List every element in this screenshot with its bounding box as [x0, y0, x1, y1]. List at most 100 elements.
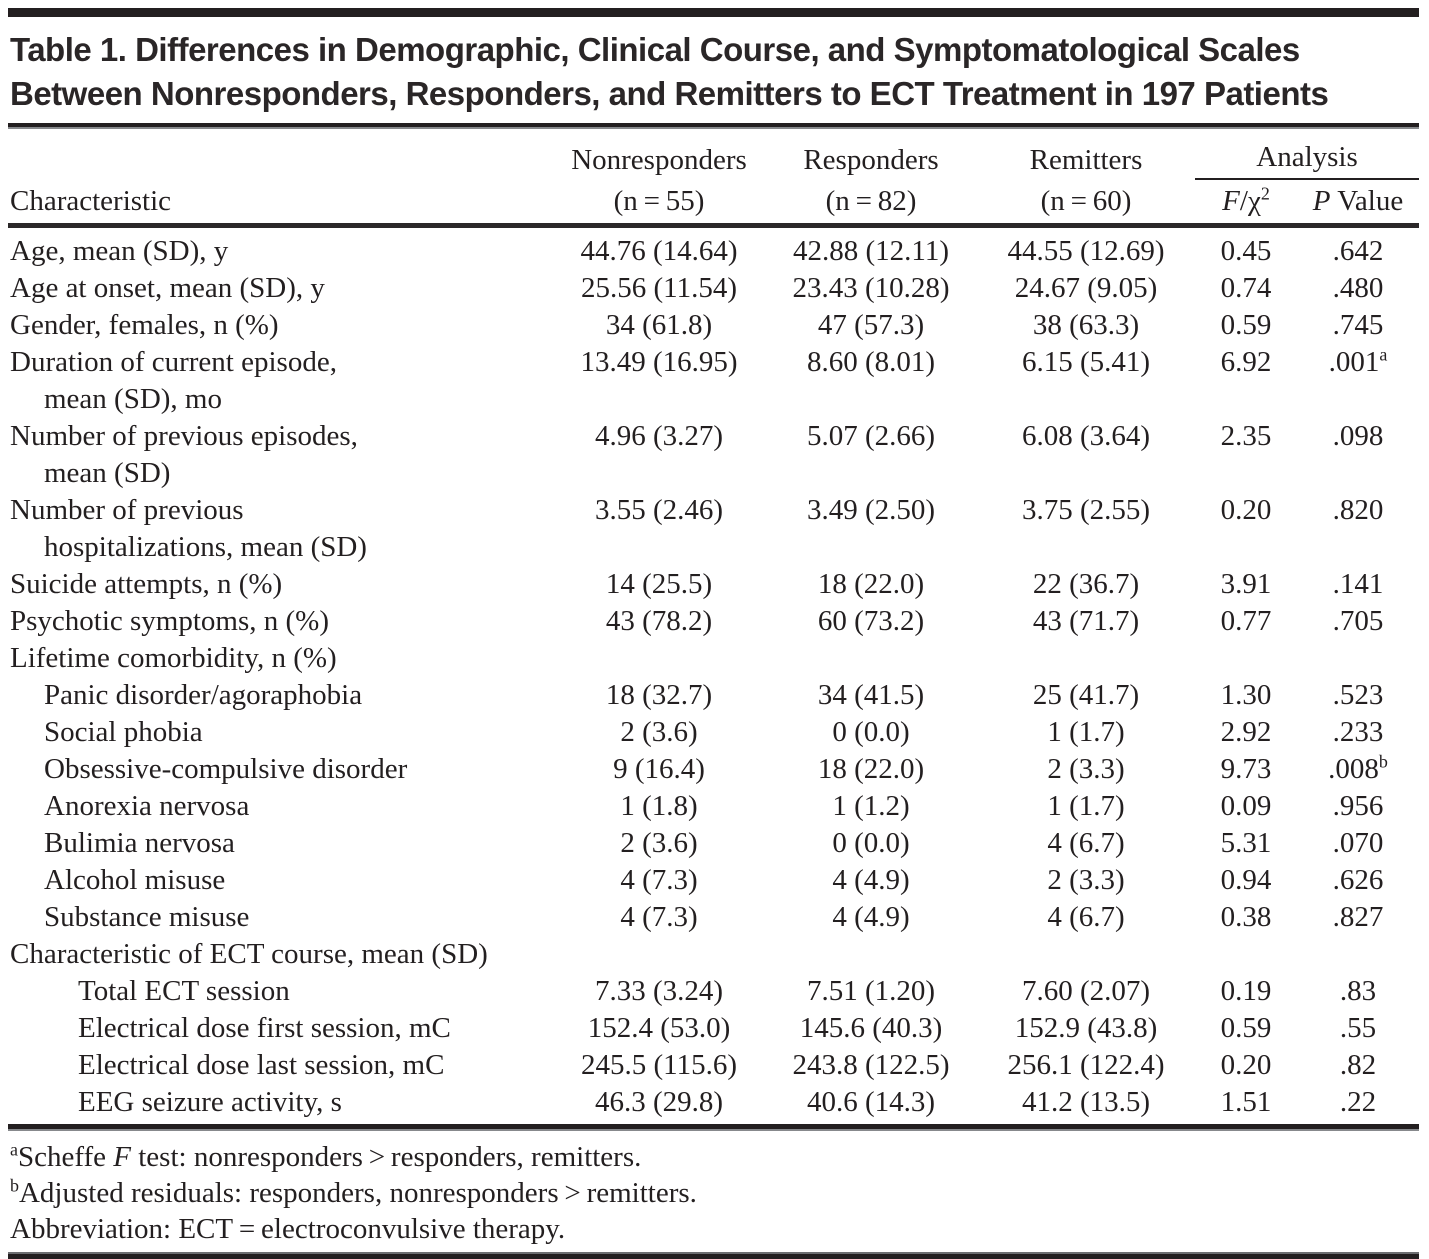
table-row: Alcohol misuse 4 (7.3) 4 (4.9) 2 (3.3) 0.94.… — [8, 862, 1419, 899]
cell-remitters: 1 (1.7) — [1047, 715, 1125, 748]
cell-responders: 3.49 (2.50) — [806, 493, 936, 526]
cell-nonresponders: 14 (25.5) — [605, 567, 713, 600]
row-label-line1: EEG seizure activity, s — [78, 1085, 342, 1118]
row-label-line1: Substance misuse — [44, 900, 250, 933]
cell-remitters: 3.75 (2.55) — [1021, 493, 1151, 526]
cell-f_chi2: 5.31 — [1220, 826, 1272, 859]
chi-symbol: /χ — [1239, 184, 1261, 217]
row-label: Psychotic symptoms, n (%) — [8, 603, 553, 640]
cell-nonresponders: 18 (32.7) — [605, 678, 713, 711]
cell-nonresponders: 9 (16.4) — [613, 752, 705, 785]
table-row: Anorexia nervosa 1 (1.8) 1 (1.2) 1 (1.7) 0.0… — [8, 788, 1419, 825]
footnote-text: F — [113, 1140, 131, 1173]
row-label-line2: mean (SD), mo — [44, 382, 222, 415]
cell-responders: 23.43 (10.28) — [792, 271, 950, 304]
footnote-marker: b — [1378, 750, 1388, 771]
footnote-text: Abbreviation: ECT = electroconvulsive th… — [10, 1212, 566, 1245]
row-label: Anorexia nervosa — [8, 788, 553, 825]
table-title-line2: Between Nonresponders, Responders, and R… — [10, 75, 1329, 112]
chi-exponent: 2 — [1260, 182, 1270, 203]
table-row: Number of previous episodes, mean (SD) 4.9… — [8, 418, 1419, 492]
row-label: EEG seizure activity, s — [8, 1084, 553, 1121]
row-label: Total ECT session — [8, 973, 553, 1010]
row-label: Age, mean (SD), y — [8, 225, 553, 270]
cell-nonresponders: 152.4 (53.0) — [587, 1011, 731, 1044]
col-header-responders: Responders — [803, 144, 939, 176]
footnote-text: Scheffe — [17, 1140, 114, 1173]
cell-f_chi2: 0.77 — [1220, 604, 1272, 637]
cell-remitters: 4 (6.7) — [1047, 826, 1125, 859]
row-label: Number of previous episodes, mean (SD) — [8, 418, 553, 492]
table-row: Psychotic symptoms, n (%) 43 (78.2) 60 (73… — [8, 603, 1419, 640]
row-label: Number of previous hospitalizations, mean… — [8, 492, 553, 566]
row-label: Gender, females, n (%) — [8, 307, 553, 344]
row-label-line2: mean (SD) — [44, 456, 171, 489]
table-row: Total ECT session 7.33 (3.24) 7.51 (1.20) 7… — [8, 973, 1419, 1010]
cell-responders: 40.6 (14.3) — [806, 1085, 936, 1118]
cell-p_value: .55 — [1339, 1011, 1377, 1044]
cell-p_value: .745 — [1332, 308, 1384, 341]
cell-nonresponders: 3.55 (2.46) — [594, 493, 724, 526]
table-header: Nonresponders Responders Remitters Analy… — [8, 129, 1419, 228]
col-header-remitters: Remitters — [1029, 144, 1143, 176]
cell-f_chi2: 0.59 — [1220, 308, 1272, 341]
row-label-line1: Anorexia nervosa — [44, 789, 250, 822]
cell-responders: 4 (4.9) — [832, 900, 910, 933]
row-label-line1: Obsessive-compulsive disorder — [44, 752, 408, 785]
cell-nonresponders: 2 (3.6) — [620, 715, 698, 748]
cell-remitters: 6.15 (5.41) — [1021, 345, 1151, 378]
row-label-line1: Total ECT session — [78, 974, 290, 1007]
cell-responders: 0 (0.0) — [832, 826, 910, 859]
cell-p_value: .83 — [1339, 974, 1377, 1007]
cell-f_chi2: 6.92 — [1220, 345, 1272, 378]
table-row: Electrical dose last session, mC 245.5 (1… — [8, 1047, 1419, 1084]
cell-p_value: .523 — [1332, 678, 1384, 711]
cell-responders: 7.51 (1.20) — [806, 974, 936, 1007]
cell-f_chi2: 0.38 — [1220, 900, 1272, 933]
col-subheader-n-nonresponders: (n = 55) — [553, 179, 765, 228]
cell-f_chi2: 0.94 — [1220, 863, 1272, 896]
cell-responders: 18 (22.0) — [817, 567, 925, 600]
cell-responders: 47 (57.3) — [817, 308, 925, 341]
footnote-marker: b — [10, 1174, 19, 1195]
cell-p_value: .626 — [1332, 863, 1384, 896]
cell-responders: 1 (1.2) — [832, 789, 910, 822]
table-title-line1: Table 1. Differences in Demographic, Cli… — [10, 31, 1300, 68]
cell-f_chi2: 9.73 — [1220, 752, 1272, 785]
cell-remitters: 4 (6.7) — [1047, 900, 1125, 933]
col-subheader-n-responders: (n = 82) — [765, 179, 977, 228]
row-label-line1: Alcohol misuse — [44, 863, 226, 896]
cell-p_value: .233 — [1332, 715, 1384, 748]
cell-f_chi2: 0.20 — [1220, 493, 1272, 526]
bottom-divider — [8, 1251, 1419, 1259]
row-label: Electrical dose first session, mC — [8, 1010, 553, 1047]
footnote: aScheffe F test: nonresponders > respond… — [10, 1139, 1419, 1175]
f-statistic-symbol: F — [1222, 184, 1240, 217]
row-label-line1: Number of previous episodes, — [10, 419, 358, 452]
cell-f_chi2: 0.74 — [1220, 271, 1272, 304]
cell-responders: 42.88 (12.11) — [793, 234, 949, 267]
cell-remitters: 25 (41.7) — [1032, 678, 1140, 711]
cell-remitters: 6.08 (3.64) — [1021, 419, 1151, 452]
row-label-line2: hospitalizations, mean (SD) — [44, 530, 367, 563]
p-symbol: P — [1312, 184, 1331, 217]
cell-responders: 145.6 (40.3) — [799, 1011, 943, 1044]
table-row: EEG seizure activity, s 46.3 (29.8) 40.6 (… — [8, 1084, 1419, 1121]
cell-p_value: .480 — [1332, 271, 1384, 304]
cell-f_chi2: 2.92 — [1220, 715, 1272, 748]
table-row: Suicide attempts, n (%) 14 (25.5) 18 (22.0… — [8, 566, 1419, 603]
col-header-f-chi2: F/χ2 — [1195, 179, 1297, 228]
row-label-line1: Psychotic symptoms, n (%) — [10, 604, 329, 637]
row-label-line1: Age, mean (SD), y — [10, 234, 229, 267]
col-header-characteristic: Characteristic — [8, 179, 553, 228]
cell-p_value: .956 — [1332, 789, 1384, 822]
cell-responders: 18 (22.0) — [817, 752, 925, 785]
header-row-groups: Nonresponders Responders Remitters Analy… — [8, 129, 1419, 180]
cell-remitters: 2 (3.3) — [1047, 752, 1125, 785]
cell-responders: 243.8 (122.5) — [792, 1048, 950, 1081]
header-spacer — [8, 129, 553, 179]
row-label: Obsessive-compulsive disorder — [8, 751, 553, 788]
header-row-subheads: Characteristic (n = 55) (n = 82) (n = 60… — [8, 179, 1419, 228]
cell-remitters: 24.67 (9.05) — [1014, 271, 1158, 304]
